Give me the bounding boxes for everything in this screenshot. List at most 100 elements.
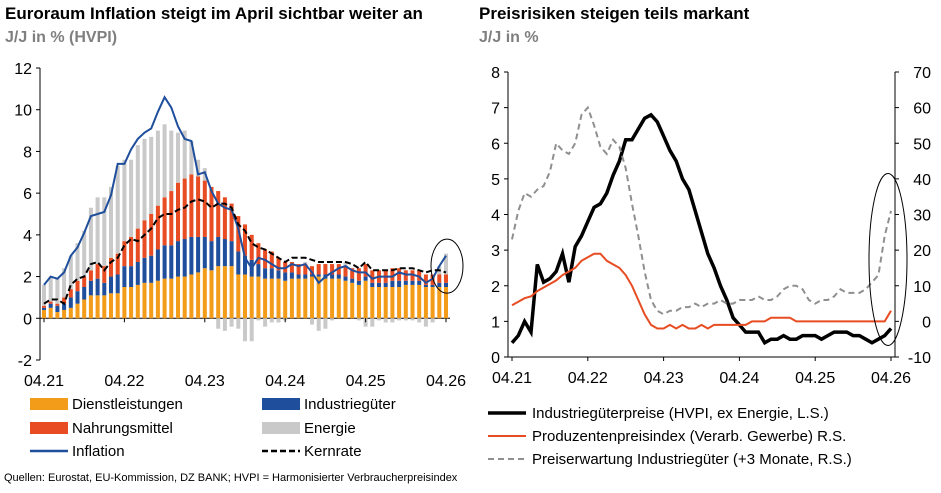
right-ry-tick-label: 50 <box>913 136 931 153</box>
bar-nahrungsmittel <box>236 216 241 252</box>
bar-nahrungsmittel <box>196 176 201 237</box>
left-chart-title: Euroraum Inflation steigt im April sicht… <box>5 4 423 23</box>
bar-nahrungsmittel <box>443 274 449 283</box>
bar-industriegüter <box>209 241 214 271</box>
bar-energie <box>135 145 140 229</box>
bar-dienstleistungen <box>242 274 248 319</box>
bar-dienstleistungen <box>129 287 134 319</box>
bar-dienstleistungen <box>443 287 449 319</box>
bar-dienstleistungen <box>209 270 214 319</box>
right-ry-tick-label: 10 <box>913 279 931 296</box>
bar-dienstleistungen <box>62 309 67 319</box>
bar-nahrungsmittel <box>169 191 174 246</box>
source-note: Quellen: Eurostat, EU-Kommission, DZ BAN… <box>4 472 458 484</box>
bar-energie <box>403 318 408 321</box>
bar-industriegüter <box>403 280 408 285</box>
left-y-tick-label: 0 <box>23 311 32 328</box>
bar-energie <box>149 136 154 214</box>
bar-dienstleistungen <box>423 287 428 319</box>
bar-industriegüter <box>343 276 348 281</box>
right-ly-tick-label: 0 <box>491 350 500 367</box>
bar-nahrungsmittel <box>269 251 274 269</box>
bar-industriegüter <box>142 257 147 283</box>
right-ry-tick-label: 30 <box>913 208 931 225</box>
bar-dienstleistungen <box>88 295 93 319</box>
right-ry-tick-label: 0 <box>922 314 931 331</box>
right-ly-tick-label: 7 <box>491 101 500 118</box>
legend-label-exp: Preiserwartung Industriegüter (+3 Monate… <box>532 451 852 468</box>
bar-dienstleistungen <box>182 276 187 319</box>
bar-industriegüter <box>62 303 67 310</box>
bar-nahrungsmittel <box>155 205 160 250</box>
bar-industriegüter <box>189 236 194 275</box>
bar-industriegüter <box>162 245 167 279</box>
bar-industriegüter <box>309 274 315 277</box>
bar-energie <box>169 130 174 192</box>
bar-dienstleistungen <box>108 293 114 319</box>
left-y-tick-label: -2 <box>18 353 32 370</box>
bar-nahrungsmittel <box>296 264 301 275</box>
bar-nahrungsmittel <box>222 197 227 240</box>
bar-industriegüter <box>41 307 47 310</box>
bar-nahrungsmittel <box>356 268 361 281</box>
left-chart: -2 0 2 4 6 8 10 12 04.21 04.22 04.23 04.24 04.25 04.2… <box>14 61 466 460</box>
bar-industriegüter <box>149 255 154 283</box>
right-ry-tick-label: -10 <box>908 350 931 367</box>
bar-industriegüter <box>256 264 261 277</box>
bar-energie <box>88 207 93 271</box>
bar-energie <box>62 268 67 298</box>
bar-industriegüter <box>129 266 134 287</box>
bar-energie <box>376 318 382 321</box>
right-chart-title: Preisrisiken steigen teils markant <box>479 4 750 24</box>
bar-dienstleistungen <box>263 278 268 319</box>
right-ly-tick-label: 4 <box>491 208 500 225</box>
bar-energie <box>48 276 53 302</box>
bar-dienstleistungen <box>276 278 281 319</box>
bar-energie <box>189 141 194 175</box>
bar-nahrungsmittel <box>309 266 315 275</box>
bar-dienstleistungen <box>403 284 408 319</box>
bar-industriegüter <box>88 280 93 296</box>
left-x-tick-label: 04.24 <box>265 373 305 390</box>
bar-industriegüter <box>222 239 227 267</box>
bar-dienstleistungen <box>343 280 348 319</box>
bar-nahrungsmittel <box>263 249 268 269</box>
bar-industriegüter <box>269 268 274 279</box>
right-x-tick-label: 04.22 <box>568 370 608 387</box>
bar-energie <box>102 197 107 267</box>
bar-dienstleistungen <box>115 293 120 319</box>
bar-nahrungsmittel <box>115 253 120 275</box>
left-x-tick-label: 04.23 <box>185 373 225 390</box>
bar-dienstleistungen <box>149 282 154 319</box>
bar-energie <box>242 318 248 342</box>
bar-dienstleistungen <box>363 280 368 319</box>
legend-label-industrial: Industriegüter <box>304 396 396 413</box>
left-chart-subtitle: J/J in % (HVPI) <box>5 29 118 46</box>
bar-nahrungsmittel <box>289 261 294 273</box>
bar-nahrungsmittel <box>303 264 308 275</box>
bar-nahrungsmittel <box>182 178 187 240</box>
bar-nahrungsmittel <box>175 182 181 242</box>
bar-energie <box>249 318 254 342</box>
bar-dienstleistungen <box>82 299 87 319</box>
bar-nahrungsmittel <box>276 257 281 271</box>
bar-nahrungsmittel <box>417 270 422 281</box>
bar-industriegüter <box>102 282 107 296</box>
right-chart: 0 1 2 3 4 5 6 7 8 -10 0 10 20 30 40 50 60 70 04.21 04.22 04.… <box>488 65 931 468</box>
bar-industriegüter <box>423 284 428 287</box>
legend-swatch-services <box>30 398 68 410</box>
bar-industriegüter <box>289 272 294 279</box>
bar-industriegüter <box>296 274 301 279</box>
bar-industriegüter <box>283 272 288 281</box>
bar-industriegüter <box>443 282 449 287</box>
series-line-0 <box>510 112 893 346</box>
bar-industriegüter <box>55 305 60 313</box>
bar-energie <box>269 318 274 323</box>
bar-nahrungsmittel <box>370 270 375 283</box>
bar-nahrungsmittel <box>249 234 254 260</box>
bar-industriegüter <box>169 245 174 279</box>
bar-dienstleistungen <box>68 307 73 319</box>
bar-nahrungsmittel <box>88 270 93 281</box>
left-y-tick-label: 2 <box>23 270 32 287</box>
bar-nahrungsmittel <box>95 264 100 279</box>
